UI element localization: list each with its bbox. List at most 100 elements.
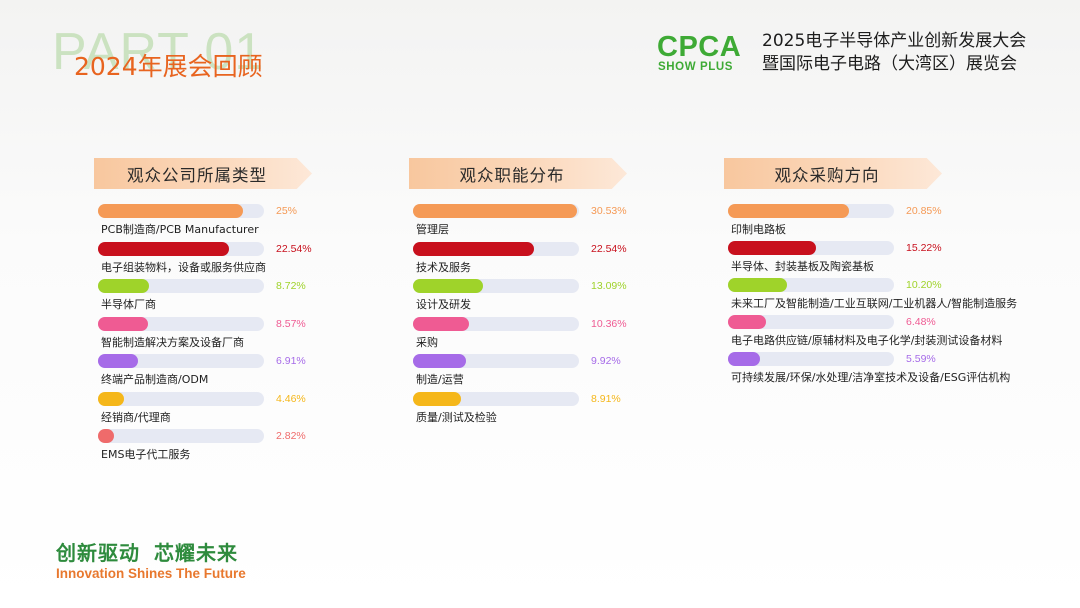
category-label: 经销商/代理商: [101, 410, 171, 424]
bar: [98, 354, 139, 368]
bar-row: 8.91% 质量/测试及检验: [413, 391, 709, 430]
bar-track: [98, 279, 264, 293]
bar-row: 8.57% 智能制造解决方案及设备厂商: [98, 316, 394, 355]
event-title-line2: 暨国际电子电路（大湾区）展览会: [762, 54, 1017, 74]
bar-value-label: 30.53%: [591, 205, 627, 217]
bar-value-label: 5.59%: [906, 353, 936, 365]
bar-track: [98, 429, 264, 443]
category-label: 采购: [416, 335, 438, 349]
bar-track: [728, 278, 894, 292]
bar-row: 2.82% EMS电子代工服务: [98, 429, 394, 467]
panel-title: 观众职能分布: [409, 158, 627, 189]
bar-row: 13.09% 设计及研发: [413, 279, 709, 317]
bar: [413, 279, 484, 293]
category-label: 设计及研发: [416, 298, 471, 311]
slogan-chinese: 创新驱动 芯耀未来: [56, 537, 238, 566]
logo-sub-text: SHOW PLUS: [658, 61, 734, 73]
bar: [728, 204, 850, 218]
bar: [413, 354, 467, 368]
bar-track: [413, 391, 579, 406]
bar-track: [98, 316, 264, 331]
bar-track: [413, 204, 579, 218]
bar-track: [413, 316, 579, 331]
bar: [728, 352, 761, 366]
bar-value-label: 22.54%: [591, 242, 627, 255]
category-label: 半导体厂商: [101, 298, 156, 311]
bar-row: 25% PCB制造商/PCB Manufacturer: [98, 204, 394, 242]
bar-list: 25% PCB制造商/PCB Manufacturer 22.54% 电子组装物料，设…: [98, 204, 394, 467]
bar-value-label: 6.91%: [276, 355, 306, 367]
bar-row: 8.72% 半导体厂商: [98, 279, 394, 317]
bar-value-label: 9.92%: [591, 355, 621, 367]
bar: [98, 429, 115, 443]
bar-value-label: 10.36%: [591, 317, 627, 330]
bar: [728, 241, 817, 255]
category-label: EMS电子代工服务: [101, 448, 191, 461]
bar-track: [728, 315, 894, 329]
bar-track: [413, 354, 579, 368]
bar-row: 20.85% 印制电路板: [728, 204, 1024, 241]
bar-track: [728, 241, 894, 255]
panel-title: 观众公司所属类型: [94, 158, 312, 189]
bar-row: 9.92% 制造/运营: [413, 354, 709, 392]
category-label: 管理层: [416, 223, 449, 236]
slogan-part2: 芯耀未来: [154, 541, 238, 565]
bar: [98, 391, 124, 406]
logo-main-text: CPCA: [657, 31, 742, 63]
category-label: 印制电路板: [731, 223, 786, 236]
category-label: 智能制造解决方案及设备厂商: [101, 335, 244, 349]
category-label: 未来工厂及智能制造/工业互联网/工业机器人/智能制造服务: [731, 297, 1018, 310]
bar: [98, 316, 148, 331]
bar-track: [98, 204, 264, 218]
bar-value-label: 20.85%: [906, 205, 942, 217]
bar-track: [413, 241, 579, 256]
bar-track: [728, 352, 894, 366]
bar-value-label: 6.48%: [906, 316, 936, 328]
bar: [728, 278, 788, 292]
category-label: 电子电路供应链/原辅材料及电子化学/封装测试设备材料: [731, 334, 1003, 347]
bar-row: 10.20% 未来工厂及智能制造/工业互联网/工业机器人/智能制造服务: [728, 278, 1024, 315]
category-label: 终端产品制造商/ODM: [101, 373, 209, 386]
bar-list: 20.85% 印制电路板 15.22% 半导体、封装基板及陶瓷基板 10.20% 未来工厂…: [728, 204, 1024, 389]
event-title-line1: 2025电子半导体产业创新发展大会: [762, 31, 1027, 51]
bar: [98, 241, 229, 256]
bar-row: 15.22% 半导体、封装基板及陶瓷基板: [728, 241, 1024, 278]
category-label: 质量/测试及检验: [416, 410, 497, 424]
bar-row: 10.36% 采购: [413, 316, 709, 355]
bar-value-label: 13.09%: [591, 280, 627, 292]
bar-track: [98, 391, 264, 406]
slogan-english: Innovation Shines The Future: [56, 566, 246, 581]
bar-value-label: 10.20%: [906, 279, 942, 291]
bar-row: 4.46% 经销商/代理商: [98, 391, 394, 430]
slogan-part1: 创新驱动: [56, 541, 140, 565]
bar: [413, 316, 469, 331]
bar-value-label: 15.22%: [906, 242, 942, 254]
bar-value-label: 2.82%: [276, 430, 306, 442]
bar-value-label: 4.46%: [276, 392, 306, 405]
bar: [413, 204, 577, 218]
panel-title: 观众采购方向: [724, 158, 942, 189]
panel-job-function: 观众职能分布 30.53% 管理层 22.54% 技术及服务 13.09% 设计及研发 10…: [409, 158, 709, 429]
bar-row: 22.54% 电子组装物料，设备或服务供应商: [98, 241, 394, 280]
panel-purchase-direction: 观众采购方向 20.85% 印制电路板 15.22% 半导体、封装基板及陶瓷基板 10.…: [724, 158, 1024, 389]
bar-row: 5.59% 可持续发展/环保/水处理/洁净室技术及设备/ESG评估机构: [728, 352, 1024, 389]
bar: [413, 241, 535, 256]
category-label: 可持续发展/环保/水处理/洁净室技术及设备/ESG评估机构: [731, 371, 1011, 384]
bar-track: [98, 241, 264, 256]
cpca-logo: CPCA SHOW PLUS: [657, 32, 753, 74]
bar: [98, 279, 149, 293]
bar-value-label: 8.91%: [591, 392, 621, 405]
bar: [413, 391, 461, 406]
bar: [728, 315, 766, 329]
event-title: 2025电子半导体产业创新发展大会 暨国际电子电路（大湾区）展览会: [762, 30, 1026, 76]
bar-value-label: 8.72%: [276, 280, 306, 292]
panel-company-type: 观众公司所属类型 25% PCB制造商/PCB Manufacturer 22.54…: [94, 158, 394, 467]
category-label: 制造/运营: [416, 373, 464, 386]
bar-value-label: 25%: [276, 205, 298, 217]
bar-track: [413, 279, 579, 293]
bar-row: 6.48% 电子电路供应链/原辅材料及电子化学/封装测试设备材料: [728, 315, 1024, 352]
bar-row: 30.53% 管理层: [413, 204, 709, 242]
category-label: PCB制造商/PCB Manufacturer: [101, 223, 259, 236]
bar-value-label: 8.57%: [276, 317, 306, 330]
bar-track: [728, 204, 894, 218]
